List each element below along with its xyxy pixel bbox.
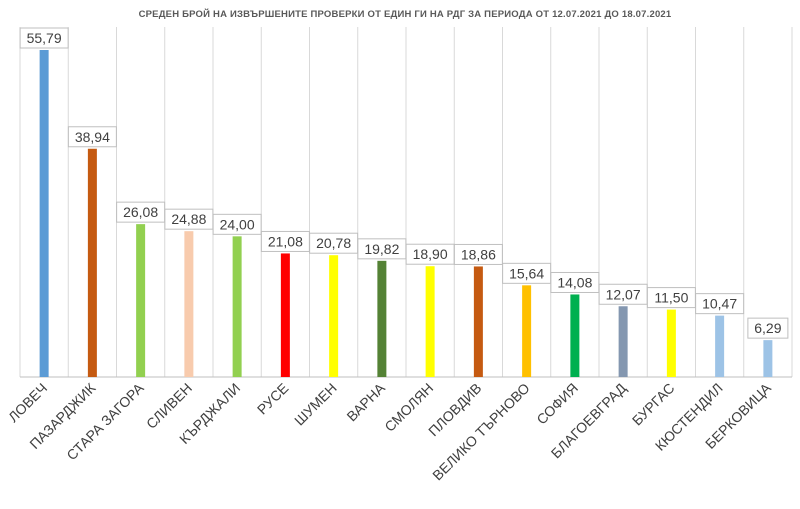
value-label: 26,08 — [123, 204, 158, 220]
chart-title: СРЕДЕН БРОЙ НА ИЗВЪРШЕНИТЕ ПРОВЕРКИ ОТ Е… — [139, 8, 672, 20]
value-label: 55,79 — [27, 30, 62, 46]
bar-6 — [280, 253, 290, 377]
category-label: БУРГАС — [629, 380, 678, 429]
bar-10 — [473, 266, 483, 377]
chart-gridlines — [19, 27, 793, 377]
value-label: 21,08 — [268, 233, 303, 249]
bar-3 — [136, 224, 146, 377]
value-label: 14,08 — [557, 274, 592, 290]
category-label: ЛОВЕЧ — [5, 380, 50, 425]
value-label-box — [67, 126, 117, 148]
value-label: 20,78 — [316, 235, 351, 251]
value-label-box — [453, 243, 503, 265]
category-label: ШУМЕН — [291, 380, 340, 429]
value-label-box — [747, 317, 789, 339]
category-label: СОФИЯ — [533, 380, 581, 428]
category-label: ВАРНА — [343, 379, 388, 424]
value-label: 18,90 — [413, 246, 448, 262]
value-label: 6,29 — [754, 320, 781, 336]
bar-9 — [425, 266, 435, 377]
bar-11 — [522, 285, 532, 377]
chart-bars — [39, 50, 773, 377]
bar-15 — [715, 315, 725, 377]
bar-1 — [39, 50, 49, 377]
value-label-box — [695, 293, 745, 315]
category-label: ВЕЛИКО ТЪРНОВО — [429, 380, 533, 484]
value-label: 10,47 — [702, 296, 737, 312]
bar-2 — [87, 148, 97, 377]
value-label: 24,88 — [171, 211, 206, 227]
value-label: 12,07 — [606, 286, 641, 302]
bar-14 — [666, 309, 676, 377]
bar-12 — [570, 294, 580, 377]
bar-16 — [763, 340, 773, 377]
value-label-box — [19, 27, 69, 49]
value-label: 38,94 — [75, 129, 110, 145]
bar-13 — [618, 306, 628, 377]
value-label: 15,64 — [509, 265, 544, 281]
value-label-box — [212, 213, 262, 235]
category-label: РУСЕ — [254, 380, 292, 418]
bar-5 — [232, 236, 242, 377]
value-label: 18,86 — [461, 246, 496, 262]
chart-value-labels: 55,79 38,94 26,08 24,88 24,00 21,08 20,78 19,82… — [19, 27, 789, 339]
bar-8 — [377, 260, 387, 377]
bar-7 — [329, 255, 339, 377]
value-label: 24,00 — [220, 216, 255, 232]
value-label: 19,82 — [364, 241, 399, 257]
bar-4 — [184, 231, 194, 377]
value-label-box — [550, 271, 600, 293]
value-label: 11,50 — [654, 290, 688, 306]
